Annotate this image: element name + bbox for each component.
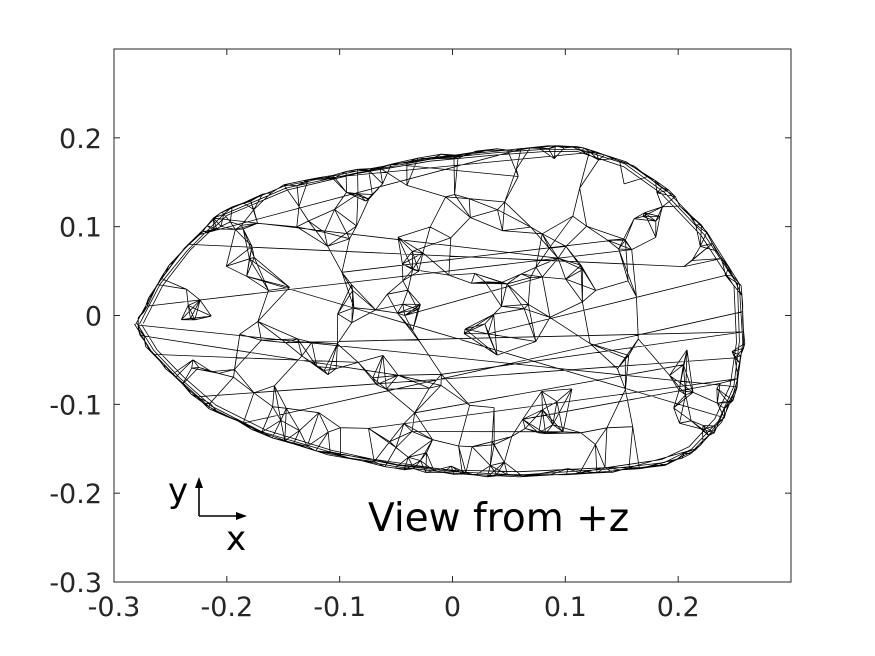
y-tick-label: 0.1 bbox=[59, 213, 102, 244]
axis-ticks bbox=[113, 49, 791, 583]
view-annotation: View from +z bbox=[368, 496, 629, 541]
axis-indicator-y-arrowhead bbox=[195, 477, 203, 488]
mesh-edges bbox=[134, 145, 746, 478]
y-tick-label: -0.1 bbox=[49, 390, 102, 421]
y-tick-label: -0.2 bbox=[49, 479, 102, 510]
y-tick-label: -0.3 bbox=[49, 568, 102, 599]
x-tick-label: 0.2 bbox=[657, 592, 700, 623]
mesh-wireframe bbox=[134, 145, 746, 478]
axis-indicator: y x bbox=[168, 471, 247, 559]
x-tick-label: 0.1 bbox=[544, 592, 587, 623]
x-tick-label: -0.1 bbox=[313, 592, 366, 623]
axis-indicator-x-arrowhead bbox=[236, 512, 247, 520]
x-tick-label: -0.2 bbox=[200, 592, 253, 623]
x-tick-label: 0 bbox=[444, 592, 461, 623]
y-tick-label: 0 bbox=[85, 302, 102, 333]
x-tick-label: -0.3 bbox=[88, 592, 141, 623]
axis-indicator-y-label: y bbox=[168, 471, 188, 511]
axis-tick-labels: -0.3 -0.2 -0.1 0 0.1 0.2 0.2 0.1 0 -0.1 -0.2 -0.3 bbox=[49, 124, 699, 623]
axis-indicator-x-label: x bbox=[226, 519, 246, 559]
y-tick-label: 0.2 bbox=[59, 124, 102, 155]
